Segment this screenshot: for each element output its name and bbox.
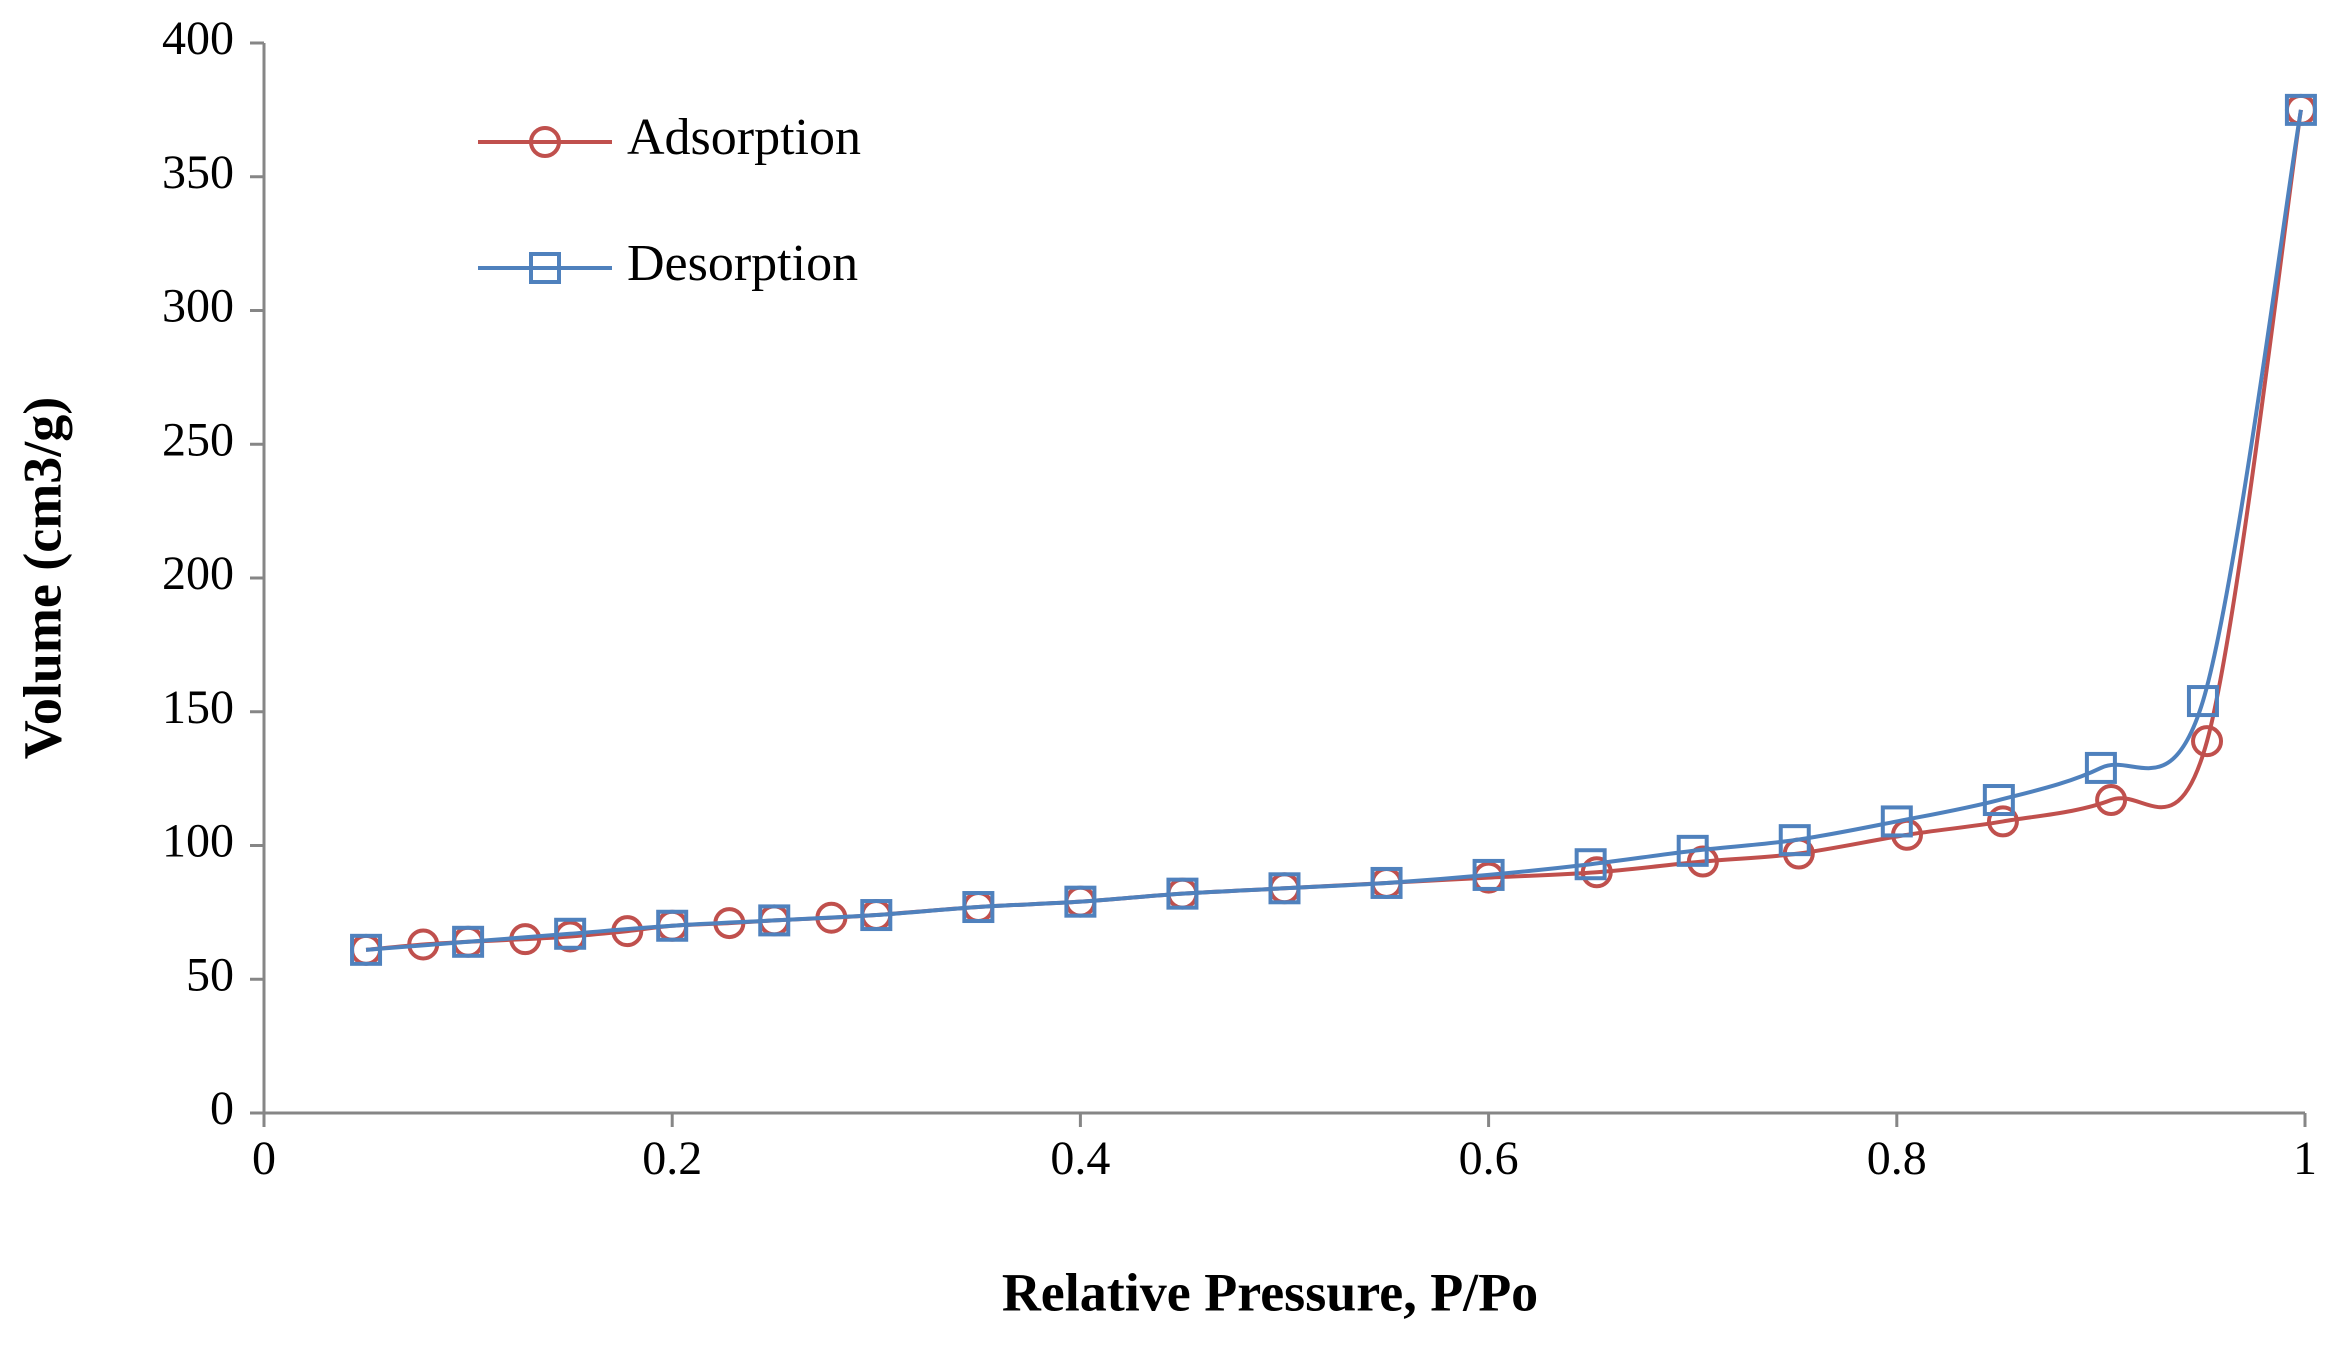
legend-marker: [529, 252, 561, 284]
marker: [656, 909, 689, 942]
marker: [1574, 848, 1607, 881]
y-tick-label: 200: [162, 547, 234, 600]
marker: [2186, 685, 2219, 718]
marker: [1676, 834, 1709, 867]
legend-label: Desorption: [627, 235, 858, 292]
marker: [1370, 866, 1403, 899]
x-tick-label: 1: [2293, 1132, 2317, 1185]
x-tick-label: 0.6: [1459, 1132, 1519, 1185]
x-tick-label: 0.2: [642, 1132, 702, 1185]
marker: [962, 891, 995, 924]
marker: [1472, 858, 1505, 891]
y-tick-label: 400: [162, 12, 234, 65]
y-tick-label: 300: [162, 280, 234, 333]
x-tick-label: 0: [252, 1132, 276, 1185]
legend-marker: [529, 126, 561, 158]
marker: [1880, 805, 1913, 838]
marker: [1778, 824, 1811, 857]
marker: [452, 925, 485, 958]
marker: [1982, 784, 2015, 817]
marker: [2095, 784, 2128, 817]
marker: [1986, 805, 2019, 838]
marker: [758, 904, 791, 937]
legend-label: Adsorption: [627, 109, 861, 166]
y-tick-label: 100: [162, 815, 234, 868]
y-tick-label: 350: [162, 146, 234, 199]
x-tick-label: 0.8: [1867, 1132, 1927, 1185]
marker: [1268, 872, 1301, 905]
marker: [554, 917, 587, 950]
x-axis-title: Relative Pressure, P/Po: [1002, 1262, 1538, 1322]
x-tick-label: 0.4: [1050, 1132, 1110, 1185]
marker: [2191, 725, 2224, 758]
marker: [2284, 93, 2317, 126]
y-tick-label: 50: [186, 948, 234, 1001]
marker: [1686, 845, 1719, 878]
marker: [350, 933, 383, 966]
marker: [1580, 856, 1613, 889]
marker: [1064, 885, 1097, 918]
y-tick-label: 150: [162, 681, 234, 734]
y-tick-label: 0: [210, 1082, 234, 1135]
marker: [2084, 751, 2117, 784]
marker: [860, 899, 893, 932]
y-axis-title: Volume (cm3/g): [12, 397, 72, 759]
y-tick-label: 250: [162, 413, 234, 466]
marker: [1166, 877, 1199, 910]
